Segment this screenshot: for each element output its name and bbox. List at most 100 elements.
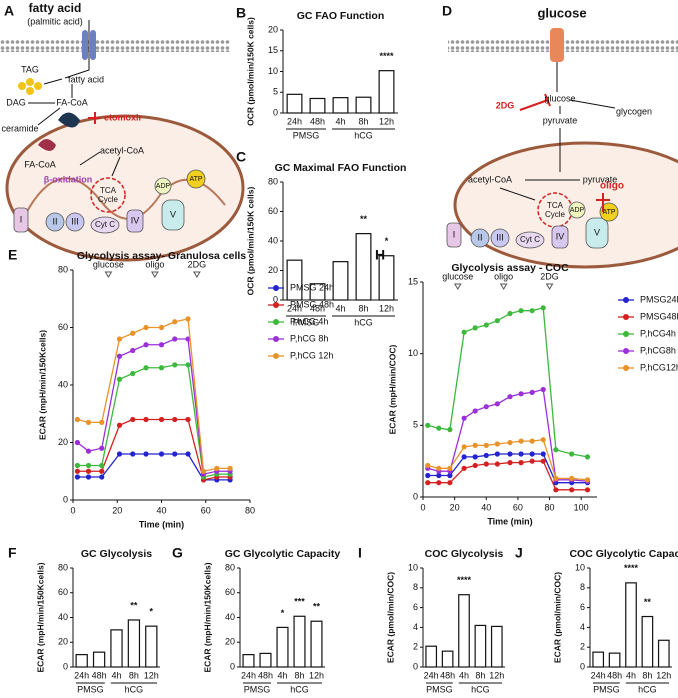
label: acetyl-CoA: [468, 174, 512, 184]
point: [494, 401, 500, 407]
panel-letter: H: [375, 247, 385, 263]
label: IV: [556, 231, 565, 241]
bar: [276, 626, 289, 668]
label: Cyt C: [95, 220, 115, 229]
group-label: hCG: [125, 684, 144, 694]
x-tick-label: 4h: [335, 303, 345, 313]
x-tick-label: 4h: [277, 670, 287, 680]
x-tick-label: 12h: [379, 303, 394, 313]
y-tick-label: 2: [413, 642, 418, 652]
point: [529, 308, 535, 314]
label: pyruvate: [583, 174, 618, 184]
label: FA-CoA: [24, 159, 56, 169]
x-tick-label: 60: [201, 505, 211, 515]
point: [99, 474, 105, 480]
legend-label: P,hCG4h: [640, 328, 676, 338]
series-line: [427, 388, 588, 482]
point: [99, 419, 105, 425]
bar: [625, 582, 637, 668]
point: [494, 441, 500, 447]
membrane: [0, 40, 230, 52]
significance: **: [130, 600, 138, 610]
bar: [441, 650, 454, 668]
bar: [242, 654, 255, 668]
legend-label: PMSG 24h: [290, 282, 334, 292]
label: β-oxidation: [44, 174, 93, 184]
x-tick-label: 4h: [111, 670, 121, 680]
point: [540, 458, 546, 464]
point: [447, 465, 453, 471]
label: glucose: [544, 93, 575, 103]
point: [507, 451, 513, 457]
point: [74, 474, 81, 480]
chart-title: GC Glycolysis: [81, 548, 152, 560]
point: [540, 386, 546, 393]
y-axis-label: ECAR (mpH/min/150Kcells): [37, 330, 47, 440]
chart-title: GC FAO Function: [297, 10, 385, 22]
complexes: [13, 169, 206, 234]
legend-label: P,hCG8h: [640, 345, 676, 355]
legend-label: P,hCG 12h: [290, 350, 333, 360]
point: [172, 451, 178, 457]
y-tick-label: 40: [58, 379, 68, 389]
x-tick-label: 48h: [92, 670, 107, 680]
legend-marker: [623, 314, 629, 320]
x-tick-label: 40: [156, 505, 166, 515]
point: [185, 451, 191, 457]
panel-letter: D: [442, 3, 452, 19]
label: ATP: [602, 209, 615, 216]
y-tick-label: 0: [580, 661, 585, 671]
point: [507, 310, 513, 317]
cpt1: [58, 112, 80, 128]
point: [200, 468, 207, 474]
point: [158, 365, 165, 371]
y-tick-label: 40: [225, 612, 235, 622]
legend-marker: [273, 302, 279, 308]
bar: [309, 97, 326, 114]
label: I: [453, 229, 456, 239]
y-tick-label: 0: [413, 661, 418, 671]
significance: ***: [294, 597, 305, 607]
point: [74, 439, 81, 446]
x-tick-label: 48h: [310, 303, 325, 313]
y-tick-label: 10: [268, 66, 278, 76]
y-tick-label: 0: [230, 661, 235, 671]
point: [130, 347, 136, 354]
point: [584, 477, 591, 483]
y-axis-label: ECAR (pmol/min/COC): [385, 572, 395, 663]
y-axis-label: ECAR (mpH/min/COC): [387, 344, 397, 434]
injection-marker: [150, 271, 159, 278]
bar: [608, 652, 621, 668]
chart-title: COC Glycolysis: [425, 548, 504, 560]
injection-label: glucose: [93, 259, 124, 269]
bar: [425, 645, 438, 668]
label: DAG: [6, 97, 26, 107]
point: [227, 465, 233, 471]
tca-cycle: [90, 177, 126, 213]
x-tick-label: 60: [513, 502, 523, 512]
y-tick-label: 80: [268, 176, 278, 186]
point: [507, 460, 513, 466]
point: [116, 336, 123, 342]
label: TAG: [21, 64, 39, 74]
point: [436, 480, 442, 486]
significance: ****: [457, 575, 472, 585]
point: [143, 342, 149, 348]
point: [584, 454, 591, 460]
x-tick-label: 48h: [440, 670, 455, 680]
point: [472, 325, 478, 331]
point: [172, 319, 178, 325]
x-tick-label: 100: [574, 502, 589, 512]
bar: [378, 70, 395, 114]
x-tick-label: 8h: [358, 116, 368, 126]
point: [116, 422, 123, 428]
bar: [332, 97, 349, 114]
injection-label: oligo: [145, 259, 164, 269]
bar: [641, 615, 654, 668]
point: [158, 451, 165, 457]
point: [540, 451, 546, 457]
point: [214, 465, 220, 471]
legend-label: P,hCG 4h: [290, 316, 328, 326]
point: [185, 316, 191, 322]
point: [74, 468, 81, 474]
